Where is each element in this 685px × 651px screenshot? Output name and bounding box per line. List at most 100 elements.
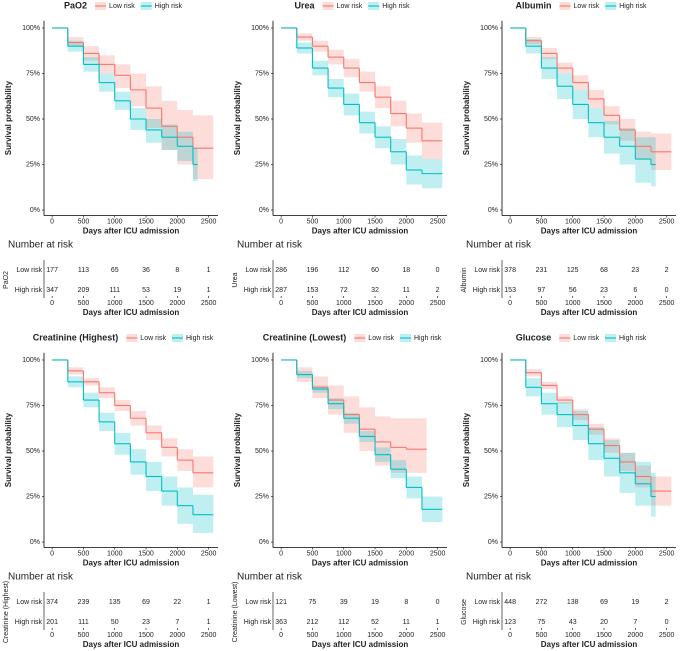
risk-x-tick-label: 1000 xyxy=(565,632,581,639)
risk-table-y-label: Creatinine (Lowest) xyxy=(232,582,239,643)
x-tick-label: 1000 xyxy=(336,218,352,225)
risk-count: 23 xyxy=(142,619,150,626)
risk-x-tick-label: 0 xyxy=(508,632,512,639)
risk-count: 286 xyxy=(275,267,287,274)
legend-label: Low risk xyxy=(109,3,135,10)
risk-table-title: Number at risk xyxy=(237,572,303,583)
y-tick-label: 50% xyxy=(484,448,498,455)
risk-row-label: Low risk xyxy=(474,599,500,606)
risk-count: 112 xyxy=(338,267,349,274)
y-tick-label: 0% xyxy=(259,207,269,214)
x-tick-label: 500 xyxy=(78,218,90,225)
risk-row-label: Low risk xyxy=(16,267,42,274)
risk-table-title: Number at risk xyxy=(466,240,532,251)
risk-row-label: High risk xyxy=(15,619,43,626)
risk-row-label: High risk xyxy=(473,619,501,626)
y-tick-label: 75% xyxy=(484,70,498,77)
risk-row-label: High risk xyxy=(244,619,272,626)
risk-x-tick-label: 2500 xyxy=(430,632,446,639)
confidence-band xyxy=(208,456,214,488)
risk-count: 56 xyxy=(569,287,577,294)
x-axis-label: Days after ICU admission xyxy=(83,227,180,236)
x-tick-label: 1000 xyxy=(565,218,581,225)
panel-title: PaO2 xyxy=(64,0,87,10)
risk-x-tick-label: 2500 xyxy=(430,300,446,307)
x-tick-label: 1000 xyxy=(565,550,581,557)
risk-count: 363 xyxy=(275,619,287,626)
x-tick-label: 1500 xyxy=(367,218,383,225)
risk-count: 1 xyxy=(207,599,211,606)
risk-count: 448 xyxy=(504,599,516,606)
risk-row-label: High risk xyxy=(15,287,43,294)
confidence-band xyxy=(146,86,162,129)
risk-table-y-label: Albumin xyxy=(461,267,468,292)
risk-x-tick-label: 500 xyxy=(536,632,548,639)
x-axis-label: Days after ICU admission xyxy=(83,559,180,568)
x-tick-label: 0 xyxy=(508,218,512,225)
risk-count: 19 xyxy=(631,599,639,606)
risk-count: 23 xyxy=(600,287,608,294)
risk-table-y-label: PaO2 xyxy=(3,271,10,289)
y-tick-label: 0% xyxy=(30,539,40,546)
risk-x-tick-label: 500 xyxy=(78,632,90,639)
risk-count: 1 xyxy=(207,287,211,294)
confidence-band xyxy=(635,131,651,160)
risk-count: 32 xyxy=(371,287,379,294)
risk-count: 22 xyxy=(173,599,181,606)
risk-x-axis-label: Days after ICU admission xyxy=(83,640,180,649)
risk-x-tick-label: 1500 xyxy=(596,632,612,639)
risk-count: 201 xyxy=(46,619,58,626)
x-tick-label: 500 xyxy=(307,550,319,557)
panel-title: Urea xyxy=(295,0,316,10)
risk-count: 2 xyxy=(665,267,669,274)
legend-label: High risk xyxy=(186,335,214,342)
risk-x-axis-label: Days after ICU admission xyxy=(541,640,638,649)
legend-label: High risk xyxy=(619,3,647,10)
y-tick-label: 100% xyxy=(251,357,269,364)
x-tick-label: 0 xyxy=(279,218,283,225)
risk-count: 287 xyxy=(275,287,287,294)
risk-count: 0 xyxy=(665,619,669,626)
risk-x-tick-label: 1000 xyxy=(336,300,352,307)
x-axis-label: Days after ICU admission xyxy=(541,559,638,568)
y-tick-label: 50% xyxy=(255,448,269,455)
y-axis-label: Survival probability xyxy=(4,80,13,155)
risk-x-tick-label: 500 xyxy=(307,300,319,307)
confidence-band xyxy=(650,472,656,517)
risk-x-tick-label: 2500 xyxy=(201,300,217,307)
risk-count: 39 xyxy=(340,599,348,606)
risk-table-title: Number at risk xyxy=(8,572,74,583)
risk-count: 43 xyxy=(569,619,577,626)
x-tick-label: 2500 xyxy=(201,550,217,557)
risk-count: 50 xyxy=(111,619,119,626)
risk-x-tick-label: 0 xyxy=(279,300,283,307)
risk-x-tick-label: 2500 xyxy=(201,632,217,639)
confidence-band xyxy=(208,494,214,533)
risk-count: 0 xyxy=(436,599,440,606)
risk-count: 23 xyxy=(631,267,639,274)
risk-count: 196 xyxy=(307,267,319,274)
risk-x-tick-label: 0 xyxy=(50,300,54,307)
legend-label: Low risk xyxy=(140,335,166,342)
y-tick-label: 50% xyxy=(26,448,40,455)
x-tick-label: 1500 xyxy=(596,218,612,225)
risk-x-tick-label: 1000 xyxy=(107,300,123,307)
panel-title: Creatinine (Highest) xyxy=(33,332,119,342)
risk-count: 378 xyxy=(504,267,516,274)
risk-count: 36 xyxy=(142,267,150,274)
risk-count: 69 xyxy=(600,599,608,606)
x-tick-label: 2000 xyxy=(399,550,415,557)
risk-x-tick-label: 1000 xyxy=(565,300,581,307)
risk-count: 209 xyxy=(78,287,90,294)
risk-row-label: Low risk xyxy=(16,599,42,606)
risk-table-y-label: Urea xyxy=(232,272,239,287)
risk-x-axis-label: Days after ICU admission xyxy=(312,640,409,649)
y-axis-label: Survival probability xyxy=(4,412,13,487)
y-tick-label: 50% xyxy=(255,116,269,123)
risk-row-label: Low risk xyxy=(474,267,500,274)
risk-count: 2 xyxy=(665,599,669,606)
risk-table-title: Number at risk xyxy=(466,572,532,583)
confidence-band xyxy=(208,115,214,180)
x-tick-label: 0 xyxy=(50,550,54,557)
risk-count: 135 xyxy=(109,599,121,606)
